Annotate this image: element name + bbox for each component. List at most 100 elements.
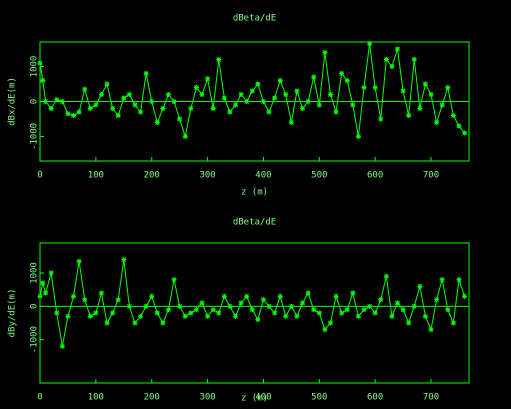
data-point [216, 310, 222, 316]
data-point [182, 313, 188, 319]
data-point [160, 106, 166, 111]
data-point [283, 313, 289, 319]
x-tick-label: 700 [423, 393, 439, 403]
data-line [39, 259, 466, 347]
data-point [339, 310, 345, 316]
data-point [193, 85, 199, 90]
data-point [272, 310, 278, 316]
data-point [233, 102, 239, 108]
data-point [71, 113, 77, 118]
data-point [76, 109, 82, 115]
data-point [227, 109, 233, 115]
data-point [149, 99, 155, 104]
data-point [277, 293, 283, 299]
data-point [395, 46, 400, 52]
data-point [445, 307, 451, 313]
data-point [115, 113, 121, 118]
data-point [395, 300, 400, 306]
data-point [227, 303, 233, 309]
data-point [333, 293, 339, 299]
data-point [132, 102, 138, 108]
y-axis-label: dBy/dE(m) [8, 289, 18, 338]
data-point [138, 313, 144, 319]
data-point [288, 120, 294, 125]
x-tick-label: 200 [144, 171, 160, 181]
data-point [205, 313, 211, 319]
x-tick-label: 100 [88, 171, 104, 181]
data-point [450, 320, 456, 326]
data-point [132, 320, 138, 326]
data-point [37, 293, 43, 299]
data-point [177, 303, 183, 309]
data-point [344, 307, 350, 313]
data-point [300, 300, 306, 306]
data-point [294, 88, 300, 94]
data-point [445, 85, 451, 90]
data-point [121, 257, 127, 263]
data-point [327, 92, 333, 97]
data-point [456, 277, 462, 283]
data-point [43, 290, 49, 296]
data-point [54, 310, 60, 316]
data-point [143, 71, 149, 76]
data-point [406, 320, 412, 326]
data-point [76, 258, 82, 264]
data-point [406, 113, 412, 118]
data-point [266, 303, 272, 309]
data-point [193, 307, 199, 313]
data-point [311, 307, 317, 313]
data-point [188, 106, 194, 111]
data-point [422, 313, 428, 319]
data-point [260, 99, 266, 104]
data-point [361, 85, 367, 90]
data-point [277, 78, 283, 83]
data-point [171, 99, 177, 104]
data-point [149, 293, 155, 299]
data-point [177, 116, 183, 122]
data-point [400, 88, 406, 94]
data-point [355, 134, 361, 139]
x-tick-label: 600 [367, 393, 383, 403]
data-point [165, 307, 171, 313]
data-point [350, 290, 356, 296]
data-point [372, 85, 378, 90]
data-point [59, 343, 65, 349]
data-point [110, 106, 116, 111]
x-tick-label: 400 [255, 393, 271, 403]
data-point [249, 307, 255, 313]
data-point [182, 134, 188, 139]
data-point [244, 293, 250, 299]
data-point [188, 310, 194, 316]
data-line [39, 43, 465, 139]
x-tick-label: 0 [37, 393, 42, 403]
data-point [48, 270, 54, 276]
data-point [439, 102, 445, 108]
data-point [221, 95, 227, 101]
data-point [400, 307, 406, 313]
data-point [171, 277, 177, 283]
data-point [283, 92, 289, 97]
data-point [439, 277, 445, 283]
y-tick-label: 1000 [30, 262, 40, 284]
data-point [428, 92, 434, 97]
data-point [333, 109, 339, 115]
data-point [355, 313, 361, 319]
data-point [40, 78, 46, 83]
data-point [115, 297, 121, 303]
y-tick-label: 0 [30, 99, 40, 104]
data-point [422, 81, 428, 87]
x-tick-label: 0 [37, 171, 42, 181]
data-point [93, 102, 99, 108]
y-tick-label: 1000 [30, 56, 40, 78]
data-point [233, 313, 239, 319]
data-point [367, 303, 373, 309]
data-point [126, 92, 132, 97]
data-point [305, 290, 311, 296]
data-point [154, 310, 160, 316]
data-point [378, 297, 384, 303]
x-tick-label: 700 [423, 171, 439, 181]
data-point [260, 297, 266, 303]
y-tick-label: 0 [30, 304, 40, 309]
data-point [221, 293, 227, 299]
data-point [138, 109, 144, 115]
